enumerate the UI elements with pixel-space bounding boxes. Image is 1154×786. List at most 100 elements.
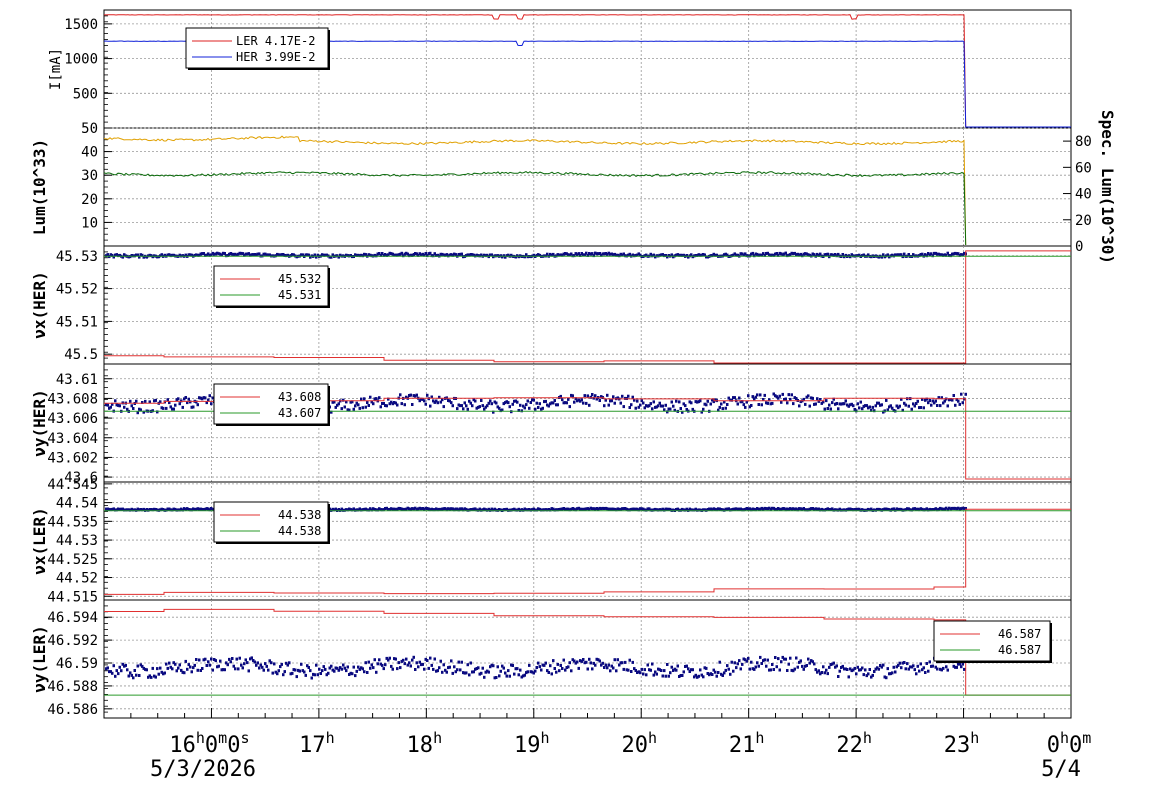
data-point <box>144 667 147 671</box>
data-point <box>408 661 411 665</box>
data-point <box>466 407 469 411</box>
data-point <box>757 253 760 257</box>
data-point <box>237 252 240 256</box>
data-point <box>813 253 816 257</box>
data-point <box>250 656 253 660</box>
data-point <box>154 508 157 511</box>
data-point <box>399 393 402 397</box>
data-point <box>954 506 957 510</box>
data-point <box>568 405 571 409</box>
data-point <box>841 508 844 512</box>
data-point <box>756 252 759 256</box>
data-point <box>322 665 325 669</box>
data-point <box>661 507 664 511</box>
data-point <box>745 254 748 258</box>
data-point <box>622 405 625 409</box>
data-point <box>943 399 946 403</box>
data-point <box>795 507 798 511</box>
data-point <box>553 399 556 402</box>
data-point <box>768 668 771 672</box>
data-point <box>520 508 523 512</box>
data-point <box>484 254 487 258</box>
data-point <box>456 407 459 411</box>
data-point <box>219 252 222 256</box>
series-line-speclum <box>103 171 967 246</box>
data-point <box>777 253 780 257</box>
data-point <box>388 507 391 511</box>
data-point <box>151 508 154 512</box>
data-point <box>942 666 945 670</box>
data-point <box>399 666 402 670</box>
data-point <box>187 508 190 511</box>
data-point <box>451 404 454 408</box>
data-point <box>825 399 828 403</box>
data-point <box>912 253 915 257</box>
data-point <box>765 252 768 255</box>
data-point <box>706 672 709 675</box>
data-point <box>519 668 522 672</box>
data-point <box>364 253 367 257</box>
data-point <box>556 253 559 257</box>
data-point <box>334 405 337 409</box>
data-point <box>516 508 519 512</box>
data-point <box>207 660 210 664</box>
data-point <box>795 397 798 400</box>
data-point <box>460 404 463 408</box>
y-tick-label: 44.525 <box>47 552 98 568</box>
data-point <box>888 405 891 409</box>
data-point <box>892 409 895 412</box>
data-point <box>862 253 865 257</box>
data-point <box>691 407 694 411</box>
data-point <box>502 508 505 512</box>
data-point <box>387 658 390 662</box>
data-point <box>640 399 643 403</box>
data-point <box>759 655 762 659</box>
data-point <box>424 252 427 255</box>
data-point <box>697 674 700 678</box>
data-point <box>525 671 528 675</box>
data-point <box>900 253 903 257</box>
data-point <box>235 253 238 257</box>
data-point <box>942 507 945 511</box>
data-point <box>510 508 513 512</box>
data-point <box>871 405 874 409</box>
data-point <box>670 253 673 257</box>
data-point <box>579 659 582 663</box>
data-point <box>136 411 139 415</box>
data-point <box>765 401 768 405</box>
data-point <box>742 403 745 407</box>
data-point <box>444 253 447 257</box>
data-point <box>733 507 736 511</box>
data-point <box>811 252 814 256</box>
data-point <box>457 253 460 256</box>
data-point <box>700 673 703 677</box>
data-point <box>640 507 643 511</box>
data-point <box>532 671 535 675</box>
data-point <box>637 508 640 512</box>
data-point <box>813 508 816 511</box>
data-point <box>172 253 175 257</box>
data-point <box>424 657 427 661</box>
data-point <box>958 507 961 511</box>
data-point <box>292 253 295 257</box>
data-point <box>594 394 597 398</box>
data-point <box>820 507 823 511</box>
data-point <box>715 674 718 678</box>
data-point <box>885 507 888 511</box>
data-point <box>820 401 823 405</box>
data-point <box>198 658 201 662</box>
data-point <box>438 666 441 670</box>
data-point <box>150 254 153 258</box>
data-point <box>789 656 792 660</box>
y-tick-label: 45.51 <box>56 314 98 330</box>
data-point <box>195 658 198 661</box>
data-point <box>288 661 291 665</box>
data-point <box>862 673 865 677</box>
data-point <box>400 659 403 663</box>
data-point <box>648 507 651 511</box>
data-point <box>817 669 820 673</box>
data-point <box>153 399 156 403</box>
data-point <box>654 255 657 259</box>
data-point <box>121 507 124 511</box>
data-point <box>154 675 157 679</box>
